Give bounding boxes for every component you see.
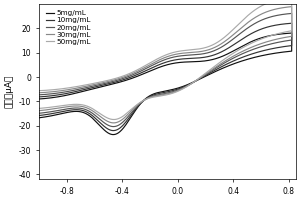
20mg/mL — [290, 12, 293, 15]
Legend: 5mg/mL, 10mg/mL, 20mg/mL, 30mg/mL, 50mg/mL: 5mg/mL, 10mg/mL, 20mg/mL, 30mg/mL, 50mg/… — [45, 10, 92, 46]
20mg/mL — [158, 60, 162, 63]
50mg/mL — [271, 0, 274, 2]
50mg/mL — [158, 56, 162, 59]
50mg/mL — [277, 32, 281, 35]
20mg/mL — [112, 125, 116, 128]
20mg/mL — [271, 15, 274, 18]
5mg/mL — [277, 51, 281, 54]
Line: 20mg/mL: 20mg/mL — [36, 13, 292, 127]
20mg/mL — [34, 112, 38, 115]
5mg/mL — [271, 34, 274, 36]
30mg/mL — [34, 110, 38, 112]
30mg/mL — [277, 37, 281, 40]
30mg/mL — [41, 109, 45, 111]
20mg/mL — [277, 41, 281, 43]
10mg/mL — [130, 112, 134, 115]
5mg/mL — [211, 58, 214, 61]
30mg/mL — [34, 92, 38, 94]
5mg/mL — [34, 98, 38, 100]
50mg/mL — [130, 107, 134, 110]
Line: 50mg/mL: 50mg/mL — [36, 0, 292, 120]
20mg/mL — [41, 112, 45, 114]
50mg/mL — [211, 44, 214, 46]
30mg/mL — [112, 122, 116, 124]
10mg/mL — [111, 129, 115, 132]
10mg/mL — [211, 54, 214, 57]
50mg/mL — [112, 118, 116, 121]
30mg/mL — [158, 58, 162, 61]
Line: 30mg/mL: 30mg/mL — [36, 7, 292, 123]
Line: 10mg/mL: 10mg/mL — [36, 23, 292, 131]
10mg/mL — [41, 114, 45, 116]
50mg/mL — [34, 107, 38, 110]
10mg/mL — [277, 46, 281, 49]
50mg/mL — [41, 107, 45, 109]
30mg/mL — [130, 109, 134, 111]
50mg/mL — [34, 90, 38, 92]
10mg/mL — [158, 63, 162, 66]
10mg/mL — [34, 115, 38, 117]
20mg/mL — [130, 111, 134, 113]
10mg/mL — [34, 96, 38, 98]
20mg/mL — [211, 50, 214, 53]
30mg/mL — [211, 47, 214, 50]
30mg/mL — [290, 5, 293, 8]
5mg/mL — [130, 114, 134, 116]
30mg/mL — [271, 9, 274, 11]
5mg/mL — [158, 66, 162, 68]
5mg/mL — [111, 133, 115, 136]
Line: 5mg/mL: 5mg/mL — [36, 33, 292, 135]
5mg/mL — [34, 117, 38, 119]
20mg/mL — [34, 94, 38, 96]
5mg/mL — [290, 32, 293, 34]
Y-axis label: 电流（μA）: 电流（μA） — [4, 75, 13, 108]
10mg/mL — [271, 25, 274, 27]
5mg/mL — [41, 116, 45, 118]
10mg/mL — [290, 22, 293, 24]
